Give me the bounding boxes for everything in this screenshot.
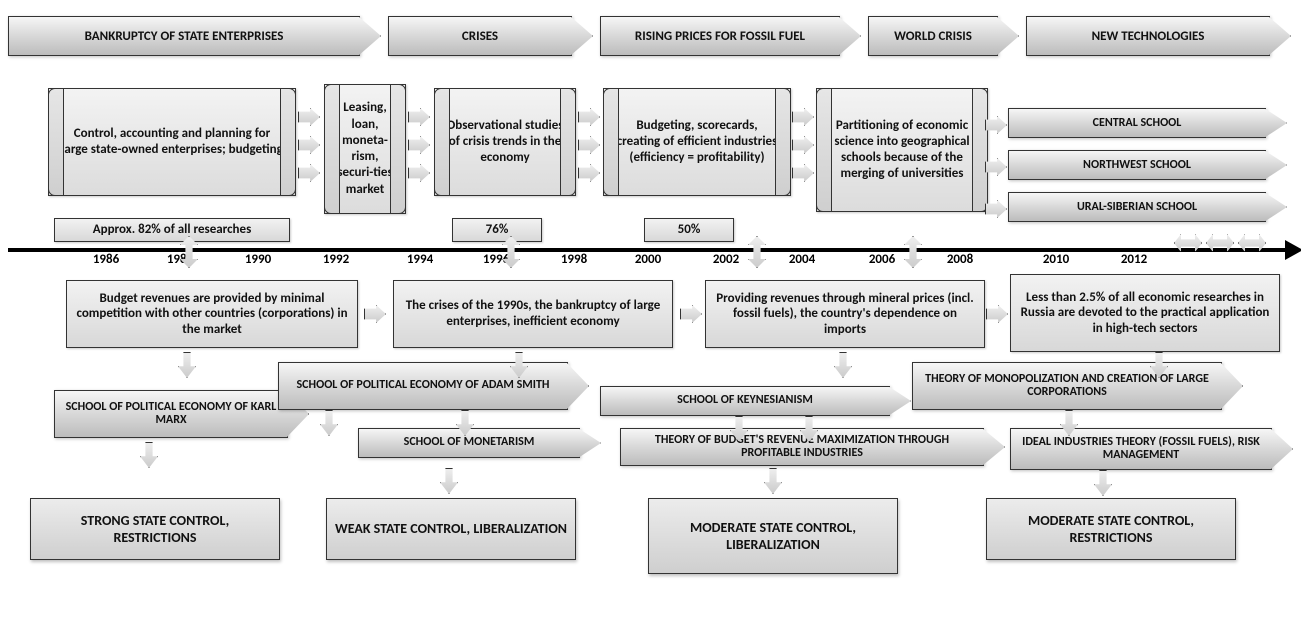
year-tick: 2000 [635, 252, 661, 267]
percent-label: Approx. 82% of all researches [54, 218, 290, 242]
timeline-ticks: 1986198819901992199419961998200020022004… [0, 252, 1301, 276]
connector-right [792, 164, 814, 182]
connector-right [792, 108, 814, 126]
state-control-box: STRONG STATE CONTROL, RESTRICTIONS [30, 498, 280, 560]
year-tick: 1994 [407, 252, 433, 267]
context-box: Less than 2.5% of all economic researche… [1010, 274, 1280, 352]
research-box: Observational studies of crisis trends i… [434, 88, 576, 196]
state-control-box: MODERATE STATE CONTROL, RESTRICTIONS [986, 498, 1236, 560]
connector-right [578, 136, 600, 154]
percent-label: 76% [452, 218, 542, 242]
connector-right [408, 164, 430, 182]
connector-down [440, 468, 458, 494]
connector-down [320, 410, 338, 436]
era-arrow: NEW TECHNOLOGIES [1026, 16, 1270, 56]
school-row-arrow: SCHOOL OF KEYNESIANISM [600, 386, 890, 416]
connector-right [364, 305, 386, 323]
school-row-arrow: SCHOOL OF POLITICAL ECONOMY OF KARL MARX [54, 390, 288, 438]
year-tick: 1998 [561, 252, 587, 267]
year-tick: 2010 [1043, 252, 1069, 267]
connector-right [680, 305, 702, 323]
year-tick: 2006 [869, 252, 895, 267]
research-box: Budgeting, scorecards, creating of effic… [603, 88, 791, 196]
connector-right [298, 108, 320, 126]
percent-label: 50% [644, 218, 734, 242]
connector-down [764, 468, 782, 494]
state-control-box: WEAK STATE CONTROL, LIBERALIZATION [326, 498, 576, 560]
year-tick: 1992 [323, 252, 349, 267]
context-box: Budget revenues are provided by minimal … [66, 280, 358, 348]
school-arrow: URAL-SIBERIAN SCHOOL [1008, 192, 1266, 222]
research-box: Partitioning of economic science into ge… [816, 88, 988, 212]
year-tick: 1990 [245, 252, 271, 267]
year-tick: 2002 [713, 252, 739, 267]
era-arrow: WORLD CRISIS [868, 16, 998, 56]
connector-down [178, 352, 196, 378]
era-arrow: RISING PRICES FOR FOSSIL FUEL [600, 16, 840, 56]
connector-right [986, 305, 1008, 323]
connector-right [985, 116, 1007, 134]
school-row-arrow: SCHOOL OF MONETARISM [358, 428, 580, 458]
connector-down [834, 352, 852, 378]
connector-down [140, 442, 158, 468]
connector-right [985, 158, 1007, 176]
year-tick: 2004 [789, 252, 815, 267]
connector-right [985, 200, 1007, 218]
state-control-box: MODERATE STATE CONTROL, LIBERALIZATION [648, 498, 898, 574]
connector-right [578, 108, 600, 126]
school-arrow: NORTHWEST SCHOOL [1008, 150, 1266, 180]
year-tick: 1986 [93, 252, 119, 267]
school-arrow: CENTRAL SCHOOL [1008, 108, 1266, 138]
school-row-arrow: IDEAL INDUSTRIES THEORY (FOSSIL FUELS), … [1010, 428, 1272, 470]
connector-right [408, 136, 430, 154]
year-tick: 2012 [1121, 252, 1147, 267]
context-box: Providing revenues through mineral price… [705, 280, 985, 348]
year-tick: 2008 [947, 252, 973, 267]
research-box: Control, accounting and planning for lar… [48, 88, 296, 196]
research-box: Leasing, loan, moneta-rism, securi-ties … [324, 84, 406, 214]
connector-right [578, 164, 600, 182]
connector-right [298, 136, 320, 154]
school-row-arrow: THEORY OF BUDGET'S REVENUE MAXIMIZATION … [620, 428, 984, 466]
context-box: The crises of the 1990s, the bankruptcy … [393, 280, 673, 348]
school-row-arrow: THEORY OF MONOPOLIZATION AND CREATION OF… [912, 362, 1222, 410]
connector-down [1094, 470, 1112, 496]
connector-right [408, 108, 430, 126]
era-arrow: BANKRUPTCY OF STATE ENTERPRISES [8, 16, 360, 56]
era-arrow: CRISES [388, 16, 572, 56]
connector-right [792, 136, 814, 154]
connector-right [298, 164, 320, 182]
